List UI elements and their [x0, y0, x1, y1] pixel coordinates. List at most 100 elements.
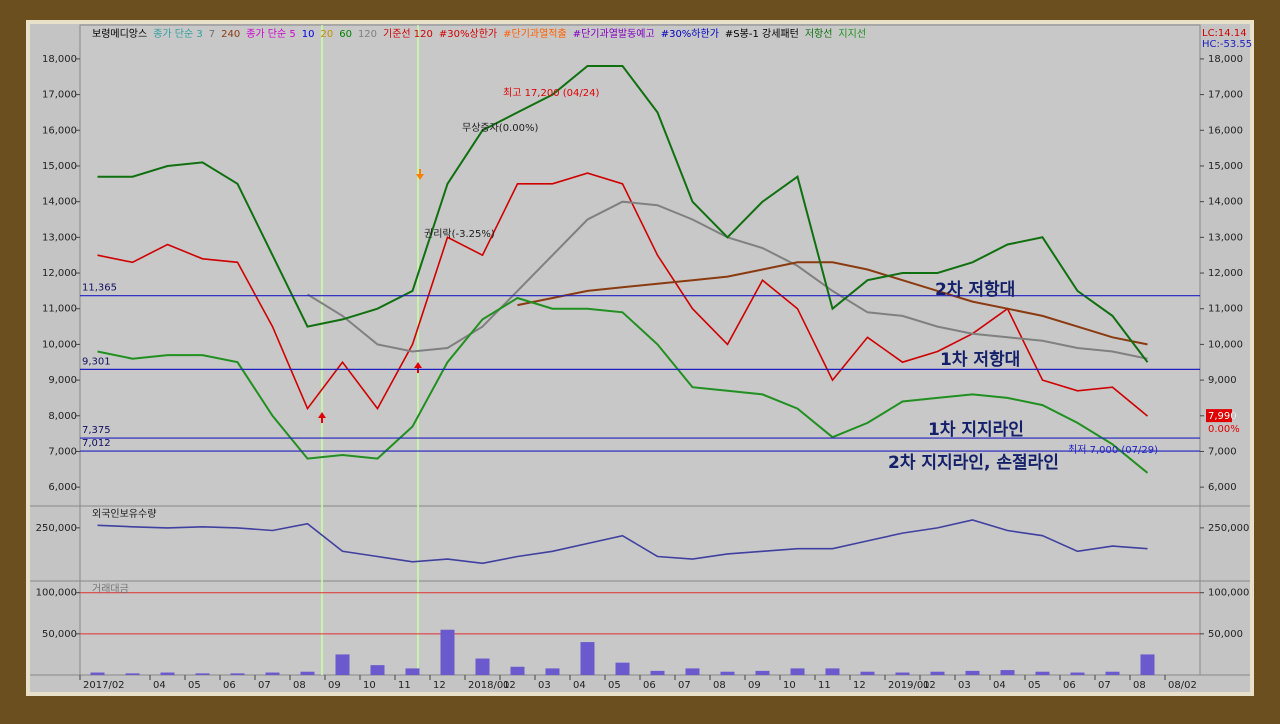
x-tick-label: 11 — [818, 680, 831, 691]
bar — [545, 668, 560, 675]
y-tick-label: 15,000 — [42, 161, 77, 172]
arrow-up — [414, 362, 422, 373]
legend-item: 기준선 120 — [383, 28, 433, 40]
x-tick-label: 07 — [678, 680, 691, 691]
annotation: 2차 지지라인, 손절라인 — [888, 452, 1059, 473]
x-tick-label: 04 — [573, 680, 586, 691]
legend-item: #30%하한가 — [661, 27, 719, 40]
legend-item: #S봉-1 강세패턴 — [725, 28, 799, 40]
y-tick-label: 14,000 — [42, 197, 77, 208]
bar — [580, 642, 595, 675]
x-tick-label: 2018/01 — [468, 680, 510, 691]
indicator: HC:-53.55 — [1202, 39, 1252, 50]
bar — [300, 671, 315, 675]
bar — [1105, 671, 1120, 675]
x-tick-label: 05 — [188, 680, 201, 691]
annotation: 권리락(-3.25%) — [424, 228, 495, 240]
y-tick-label: 18,000 — [42, 54, 77, 65]
x-tick-label: 07 — [258, 680, 271, 691]
y-tick-label: 14,000 — [1208, 197, 1243, 208]
hline-label: 7,012 — [82, 438, 111, 449]
hline-label: 11,365 — [82, 283, 117, 294]
bar — [720, 671, 735, 675]
x-tick-label: 04 — [993, 680, 1006, 691]
bar — [440, 629, 455, 675]
bar — [160, 672, 175, 675]
x-tick-label: 08 — [713, 680, 726, 691]
x-tick-label: 08/02 — [1168, 680, 1197, 691]
series-line — [97, 519, 1148, 565]
y-tick-label: 17,000 — [1208, 90, 1243, 101]
annotation: 2차 저항대 — [935, 279, 1015, 300]
bar — [475, 658, 490, 675]
y-tick-label: 7,000 — [48, 446, 77, 457]
bar — [1035, 671, 1050, 675]
legend-item: 지지선 — [838, 28, 866, 40]
y-tick-label: 12,000 — [1208, 268, 1243, 279]
y-tick-label: 50,000 — [1208, 629, 1243, 640]
y-tick-label: 10,000 — [1208, 339, 1243, 350]
y-tick-label: 100,000 — [36, 588, 77, 599]
bar — [90, 672, 105, 675]
x-tick-label: 03 — [958, 680, 971, 691]
bar — [1000, 670, 1015, 675]
x-tick-label: 08 — [293, 680, 306, 691]
legend-item: 종가 단순 5 — [246, 28, 296, 40]
legend-item: 종가 단순 3 — [153, 28, 203, 40]
hline-label: 9,301 — [82, 356, 111, 367]
annotation: 무상증자(0.00%) — [462, 122, 538, 134]
y-tick-label: 16,000 — [42, 125, 77, 136]
y-tick-label: 11,000 — [42, 304, 77, 315]
legend-item: #단기과열발동예고 — [573, 28, 655, 40]
bar — [895, 672, 910, 675]
annotation: 1차 저항대 — [940, 349, 1020, 370]
annotation: 1차 지지라인 — [928, 420, 1024, 440]
bar — [125, 673, 140, 675]
annotation: 최고 17,200 (04/24) — [503, 87, 599, 99]
y-tick-label: 250,000 — [1208, 523, 1249, 534]
panel-title: 외국인보유수량 — [92, 508, 156, 520]
y-tick-label: 9,000 — [1208, 375, 1237, 386]
y-tick-label: 7,000 — [1208, 446, 1237, 457]
bar — [195, 673, 210, 675]
y-tick-label: 11,000 — [1208, 304, 1243, 315]
y-tick-label: 6,000 — [1208, 482, 1237, 493]
series-line — [97, 296, 1149, 474]
last-price-box — [1206, 409, 1232, 423]
y-tick-label: 13,000 — [1208, 232, 1243, 243]
legend-item: 저항선 — [805, 28, 833, 40]
y-tick-label: 250,000 — [36, 523, 77, 534]
last-price: 7,990 — [1208, 411, 1237, 422]
x-tick-label: 2017/02 — [83, 680, 125, 691]
x-tick-label: 05 — [1028, 680, 1041, 691]
x-tick-label: 05 — [608, 680, 621, 691]
x-tick-label: 02 — [923, 680, 936, 691]
x-tick-label: 03 — [538, 680, 551, 691]
bar — [1140, 654, 1155, 675]
y-tick-label: 6,000 — [48, 482, 77, 493]
legend-item: 보령메디앙스 — [92, 28, 147, 40]
indicator: LC:14.14 — [1202, 28, 1247, 39]
bar — [230, 673, 245, 675]
x-tick-label: 06 — [1063, 680, 1076, 691]
bar — [930, 671, 945, 675]
bar — [685, 668, 700, 675]
arrow-up — [318, 412, 326, 423]
legend-item: 60 — [339, 29, 352, 40]
legend-item: 120 — [358, 29, 377, 40]
x-tick-label: 02 — [503, 680, 516, 691]
legend-item: 10 — [302, 29, 315, 40]
x-tick-label: 10 — [363, 680, 376, 691]
panel-title: 거래대금 — [92, 583, 129, 595]
y-tick-label: 12,000 — [42, 268, 77, 279]
y-tick-label: 9,000 — [48, 375, 77, 386]
legend-item: 20 — [320, 29, 333, 40]
x-tick-label: 09 — [328, 680, 341, 691]
y-tick-label: 8,000 — [48, 411, 77, 422]
y-tick-label: 15,000 — [1208, 161, 1243, 172]
x-tick-label: 08 — [1133, 680, 1146, 691]
bar — [615, 662, 630, 675]
x-tick-label: 09 — [748, 680, 761, 691]
bar — [1070, 672, 1085, 675]
